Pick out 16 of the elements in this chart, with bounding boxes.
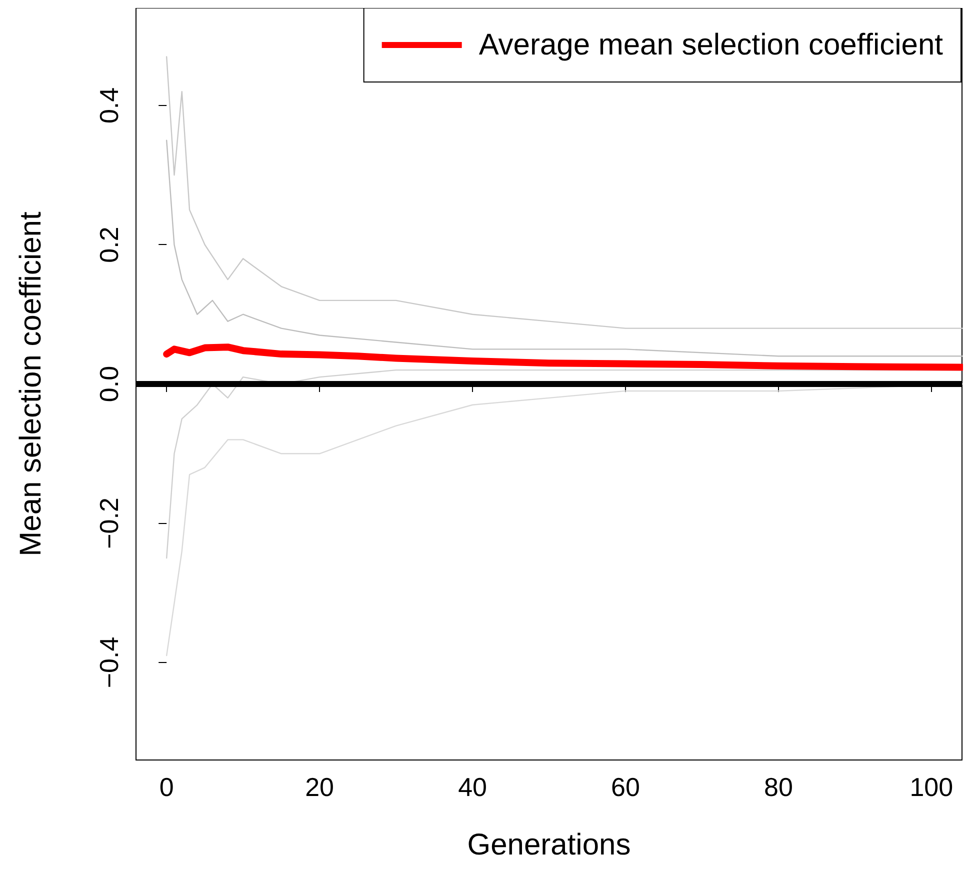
line-series [166,383,963,656]
x-tick-label: 20 [305,772,334,802]
x-tick-label: 60 [611,772,640,802]
y-tick-label: 0.2 [94,226,124,263]
x-tick-label: 40 [458,772,487,802]
x-tick-label: 80 [764,772,793,802]
line-series [166,140,963,357]
legend-label: Average mean selection coefficient [478,28,944,62]
y-tick-label: −0.4 [94,636,124,688]
x-axis-title: Generations [467,828,631,862]
y-axis-title: Mean selection coefficient [14,211,48,556]
y-tick-label: 0.4 [94,87,124,124]
y-tick-label: −0.2 [94,498,124,549]
x-tick-label: 100 [910,772,954,802]
x-tick-label: 0 [159,772,174,802]
y-tick-label: 0.0 [94,366,124,402]
